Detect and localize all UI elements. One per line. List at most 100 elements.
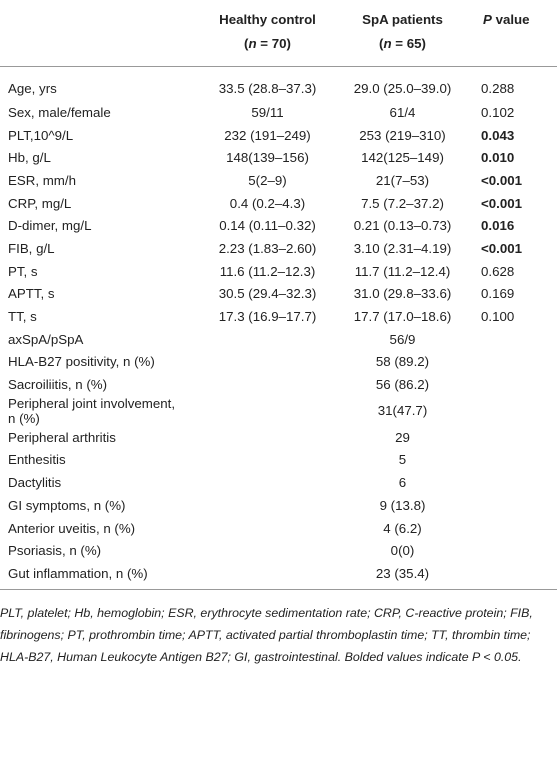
empty-cell [455, 517, 557, 540]
table-row: Enthesitis 5 [0, 449, 557, 472]
header-italic: n [248, 36, 257, 51]
empty-cell [185, 494, 350, 517]
row-label: Peripheral arthritis [8, 429, 116, 445]
empty-cell [185, 471, 350, 494]
p-value: 0.016 [481, 218, 515, 234]
spa-value: 61/4 [389, 104, 416, 120]
spa-value: 9 (13.8) [379, 497, 426, 513]
header-cell: SpA patients [362, 11, 443, 27]
spa-value: 29.0 (25.0–39.0) [353, 80, 452, 96]
table-row: PT, s 11.6 (11.2–12.3) 11.7 (11.2–12.4) 0.6… [0, 260, 557, 283]
table-row: Age, yrs 33.5 (28.8–37.3) 29.0 (25.0–39.0)… [0, 67, 557, 102]
p-value: 0.010 [481, 150, 515, 166]
spa-value: 253 (219–310) [359, 127, 446, 143]
p-value: 0.169 [481, 286, 515, 302]
row-label: PT, s [8, 263, 38, 279]
table-row: Psoriasis, n (%) 0(0) [0, 539, 557, 562]
row-label: Dactylitis [8, 475, 62, 491]
spa-value: 58 (89.2) [375, 354, 430, 370]
header-cell: (n = 70) [185, 36, 350, 67]
header-italic: P [483, 11, 492, 27]
empty-cell [185, 373, 350, 396]
empty-cell [455, 328, 557, 351]
row-label: Sex, male/female [8, 104, 111, 120]
row-label: ESR, mm/h [8, 172, 76, 188]
table-row: CRP, mg/L 0.4 (0.2–4.3) 7.5 (7.2–37.2) <0.0… [0, 192, 557, 215]
row-label: Enthesitis [8, 452, 66, 468]
empty-cell [185, 396, 350, 426]
healthy-value: 5(2–9) [248, 172, 287, 188]
table-row: Peripheral joint involvement, n (%) 31(47… [0, 396, 557, 426]
empty-cell [185, 517, 350, 540]
table-row: Peripheral arthritis 29 [0, 426, 557, 449]
table-row: APTT, s 30.5 (29.4–32.3) 31.0 (29.8–33.6) 0… [0, 283, 557, 306]
p-value: <0.001 [481, 172, 523, 188]
header-cell [455, 36, 557, 67]
p-value: 0.043 [481, 127, 515, 143]
spa-value: 31.0 (29.8–33.6) [353, 286, 452, 302]
header-cell [0, 36, 185, 67]
empty-cell [185, 539, 350, 562]
spa-value: 5 [398, 452, 407, 468]
healthy-value: 11.6 (11.2–12.3) [219, 263, 316, 279]
spa-value: 6 [398, 475, 407, 491]
spa-value: 31(47.7) [377, 403, 428, 419]
row-label: D-dimer, mg/L [8, 218, 92, 234]
healthy-value: 0.4 (0.2–4.3) [229, 195, 306, 211]
empty-cell [455, 426, 557, 449]
healthy-value: 0.14 (0.11–0.32) [219, 218, 316, 234]
table-row: HLA-B27 positivity, n (%) 58 (89.2) [0, 351, 557, 374]
p-value: 0.628 [481, 263, 515, 279]
row-label: Age, yrs [8, 80, 57, 96]
table-row: Anterior uveitis, n (%) 4 (6.2) [0, 517, 557, 540]
p-value: 0.288 [481, 80, 515, 96]
row-label: TT, s [8, 309, 37, 325]
row-label: Sacroiliitis, n (%) [8, 377, 108, 393]
empty-cell [185, 426, 350, 449]
table-row: Hb, g/L 148(139–156) 142(125–149) 0.010 [0, 146, 557, 169]
footnote: PLT, platelet; Hb, hemoglobin; ESR, eryt… [0, 605, 533, 664]
healthy-value: 30.5 (29.4–32.3) [218, 286, 317, 302]
spa-value: 17.7 (17.0–18.6) [353, 309, 452, 325]
row-label: Gut inflammation, n (%) [8, 565, 148, 581]
header-cell: P value [455, 0, 557, 36]
empty-cell [455, 351, 557, 374]
empty-cell [455, 449, 557, 472]
spa-value: 56 (86.2) [375, 377, 430, 393]
spa-value: 3.10 (2.31–4.19) [353, 240, 452, 256]
data-table: Healthy control SpA patients P value (n … [0, 0, 557, 590]
row-label: axSpA/pSpA [8, 331, 84, 347]
empty-cell [185, 449, 350, 472]
header-text: ( [379, 36, 384, 51]
spa-value: 21(7–53) [375, 172, 430, 188]
empty-cell [455, 539, 557, 562]
spa-value: 4 (6.2) [383, 520, 422, 536]
spa-value: 142(125–149) [361, 150, 444, 166]
header-text: = 65) [391, 36, 426, 51]
empty-cell [455, 494, 557, 517]
header-text: ( [244, 36, 249, 51]
table-row: Sex, male/female 59/11 61/4 0.102 [0, 101, 557, 124]
table-row: PLT,10^9/L 232 (191–249) 253 (219–310) 0.04… [0, 124, 557, 147]
healthy-value: 2.23 (1.83–2.60) [218, 240, 317, 256]
p-value: <0.001 [481, 195, 523, 211]
healthy-value: 148(139–156) [226, 150, 309, 166]
table-row: Dactylitis 6 [0, 471, 557, 494]
table-row: Gut inflammation, n (%) 23 (35.4) [0, 562, 557, 589]
header-italic: n [383, 36, 392, 51]
empty-cell [185, 328, 350, 351]
table-row: ESR, mm/h 5(2–9) 21(7–53) <0.001 [0, 169, 557, 192]
empty-cell [455, 471, 557, 494]
healthy-value: 33.5 (28.8–37.3) [218, 80, 317, 96]
table-body: Age, yrs 33.5 (28.8–37.3) 29.0 (25.0–39.0)… [0, 67, 557, 590]
row-label: Psoriasis, n (%) [8, 543, 102, 559]
spa-value: 0(0) [390, 543, 415, 559]
spa-value: 7.5 (7.2–37.2) [361, 195, 444, 211]
p-value: <0.001 [481, 240, 523, 256]
empty-cell [185, 562, 350, 589]
row-label: HLA-B27 positivity, n (%) [8, 354, 155, 370]
table-row: Sacroiliitis, n (%) 56 (86.2) [0, 373, 557, 396]
p-value: 0.100 [481, 309, 515, 325]
table-row: D-dimer, mg/L 0.14 (0.11–0.32) 0.21 (0.13–… [0, 214, 557, 237]
